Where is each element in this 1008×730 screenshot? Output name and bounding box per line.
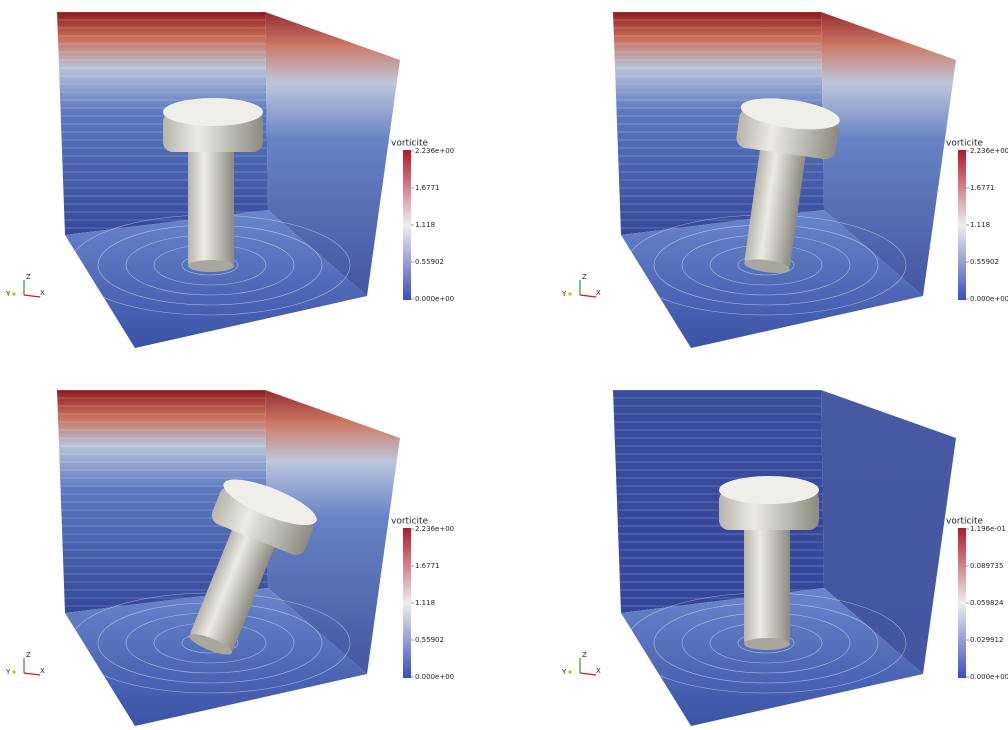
obstacle <box>719 476 819 650</box>
axis-label-x: X <box>40 667 45 675</box>
obstacle-stem <box>744 518 790 646</box>
colorbar-label: 1.118 <box>415 221 435 229</box>
floor <box>65 588 367 726</box>
obstacle-stem <box>744 138 807 271</box>
colorbar-label: 2.236e+00 <box>970 147 1008 155</box>
right-wall <box>821 12 956 296</box>
axis-y <box>12 670 16 674</box>
obstacle-cap-side <box>211 486 314 556</box>
obstacle-stem-base <box>188 260 234 272</box>
axis-label-z: Z <box>582 273 587 281</box>
colorbar-label: 0.000e+00 <box>970 295 1008 303</box>
obstacle-stem-base <box>744 259 790 273</box>
colorbar <box>958 150 966 300</box>
obstacle-cap-top <box>163 98 263 126</box>
colorbar-label: 1.118 <box>970 221 990 229</box>
obstacle-stem-base <box>744 638 790 650</box>
floor <box>621 210 923 348</box>
colorbar-label: 0.000e+00 <box>415 673 454 681</box>
axis-label-x: X <box>596 667 601 675</box>
axis-label-x: X <box>596 289 601 297</box>
colorbar-label: 2.236e+00 <box>415 147 454 155</box>
obstacle-stem <box>190 520 278 653</box>
right-wall <box>821 390 956 674</box>
colorbar-title: vorticite <box>946 517 984 527</box>
colorbar-label: 0.55902 <box>970 258 999 266</box>
obstacle-cap-top <box>719 476 819 504</box>
axis-x <box>23 294 41 298</box>
colorbar-title: vorticite <box>391 517 429 527</box>
colorbar-label: 1.6771 <box>415 184 440 192</box>
floor <box>65 210 367 348</box>
axis-label-z: Z <box>26 273 31 281</box>
colorbar-label: 0.000e+00 <box>415 295 454 303</box>
axis-label-y: Y <box>561 668 567 676</box>
axis-label-z: Z <box>582 651 587 659</box>
axis-label-y: Y <box>5 668 11 676</box>
colorbar-label: 1.6771 <box>970 184 995 192</box>
obstacle <box>736 98 840 273</box>
colorbar-label: 0.059824 <box>970 599 1004 607</box>
axis-x <box>579 294 597 298</box>
colorbar <box>403 150 411 300</box>
obstacle-cap-top <box>223 479 317 526</box>
obstacle-cap-top <box>740 98 840 130</box>
colorbar-label: 0.089735 <box>970 562 1003 570</box>
colorbar-label: 1.118 <box>415 599 435 607</box>
axis-y <box>568 670 572 674</box>
colorbar <box>403 528 411 678</box>
floor <box>621 588 923 726</box>
colorbar-title: vorticite <box>946 139 984 149</box>
axis-label-y: Y <box>561 290 567 298</box>
colorbar-label: 2.236e+00 <box>415 525 454 533</box>
axis-y <box>12 292 16 296</box>
colorbar-label: 0.000e+00 <box>970 673 1008 681</box>
obstacle-stem <box>188 140 234 268</box>
colorbar-label: 1.196e-01 <box>970 525 1006 533</box>
obstacle <box>163 98 263 272</box>
left-wall-contours <box>57 390 268 613</box>
axis-y <box>568 292 572 296</box>
obstacle <box>189 479 317 655</box>
obstacle-stem-base <box>189 634 232 655</box>
axis-label-x: X <box>40 289 45 297</box>
right-wall <box>265 390 400 674</box>
colorbar <box>958 528 966 678</box>
colorbar-title: vorticite <box>391 139 429 149</box>
axis-label-z: Z <box>26 651 31 659</box>
axis-label-y: Y <box>5 290 11 298</box>
axis-x <box>579 672 597 676</box>
axis-x <box>23 672 41 676</box>
colorbar-label: 1.6771 <box>415 562 440 570</box>
right-wall <box>265 12 400 296</box>
colorbar-label: 0.55902 <box>415 636 444 644</box>
colorbar-label: 0.55902 <box>415 258 444 266</box>
colorbar-label: 0.029912 <box>970 636 1003 644</box>
